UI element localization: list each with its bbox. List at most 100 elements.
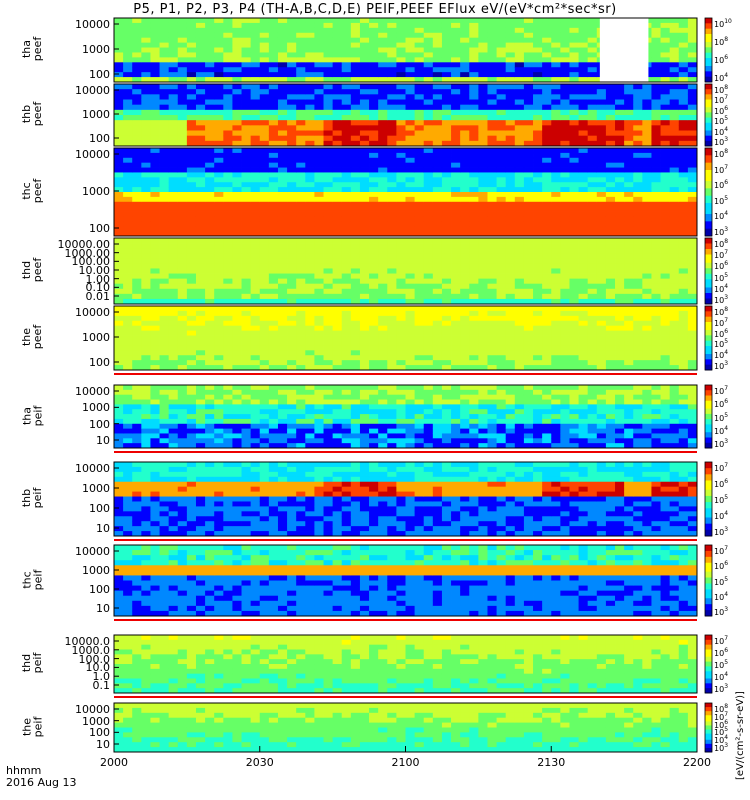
y-tick-label: 100 — [89, 68, 110, 81]
colorbar-tha_peef — [704, 17, 713, 83]
colorbar-tick-label: 107 — [714, 635, 729, 646]
colorbar-tick-label: 103 — [714, 606, 729, 617]
colorbar-tick-label: 104 — [714, 72, 729, 83]
colorbar-tick-label: 103 — [714, 226, 729, 237]
colorbar-tick-label: 106 — [714, 260, 729, 272]
spectrogram-panel-thc_peef — [113, 147, 698, 237]
colorbar-tick-label: 106 — [714, 179, 729, 191]
colorbar-tick-label: 107 — [714, 316, 729, 328]
colorbar-tick-label: 103 — [714, 742, 729, 753]
spectrogram-panel-tha_peef — [113, 17, 698, 83]
colorbar-units-label: [eV/(cm²-s-sr-eV)] — [735, 691, 746, 780]
colorbar-tick-label: 103 — [714, 360, 729, 371]
y-tick-label: 1000 — [82, 714, 110, 728]
colorbar-tick-label: 105 — [714, 338, 729, 350]
colorbar-tick-label: 103 — [714, 136, 729, 147]
spectrogram-panel-the_peif — [113, 702, 698, 753]
y-tick-label: 1000.0 — [71, 643, 111, 657]
colorbar-tick-label: 107 — [714, 710, 729, 722]
colorbar-tick-label: 106 — [714, 647, 729, 658]
colorbar-tick-label: 104 — [714, 590, 729, 602]
separator-red-line — [114, 696, 697, 698]
y-tick-label: 10000 — [75, 385, 110, 398]
colorbar-tick-label: 108 — [714, 306, 729, 317]
panel-label-tha_peif: tha peif — [20, 405, 44, 426]
colorbar-tick-label: 106 — [714, 478, 729, 489]
colorbar-tick-label: 104 — [714, 282, 729, 294]
panel-label-the_peef: the peef — [20, 324, 44, 350]
y-tick-label: 1000 — [82, 43, 110, 56]
y-tick-label: 10000 — [75, 84, 110, 97]
y-tick-label: 100 — [89, 417, 110, 431]
y-tick-label: 10000 — [75, 545, 110, 558]
colorbar-tick-label: 105 — [714, 271, 729, 283]
y-tick-label: 10000 — [75, 148, 110, 161]
y-tick-label: 1000 — [82, 108, 110, 121]
colorbar-tick-label: 104 — [714, 125, 729, 137]
x-tick-label: 2100 — [391, 756, 420, 769]
colorbar-tick-label: 106 — [714, 560, 729, 572]
colorbar-tick-label: 1010 — [714, 18, 732, 29]
y-tick-label: 1000 — [82, 564, 110, 577]
colorbar-tick-label: 107 — [714, 385, 729, 396]
y-tick-label: 1.00 — [85, 272, 111, 286]
y-tick-label: 1000 — [82, 185, 110, 198]
x-tick-label: 2130 — [537, 756, 566, 769]
colorbar-tick-label: 105 — [714, 411, 729, 423]
colorbar-tha_peif — [704, 384, 713, 449]
y-tick-label: 100 — [89, 222, 110, 235]
colorbar-tick-label: 104 — [714, 734, 729, 746]
colorbar-tick-label: 105 — [714, 494, 729, 505]
spectrogram-panel-thd_peef — [113, 237, 698, 305]
y-tick-label: 0.10 — [85, 281, 111, 295]
y-tick-label: 1000 — [82, 331, 110, 344]
colorbar-tick-label: 107 — [714, 163, 729, 175]
colorbar-tick-label: 105 — [714, 194, 729, 206]
colorbar-tick-label: 103 — [714, 526, 729, 537]
colorbar-tick-label: 108 — [714, 703, 729, 714]
y-tick-label: 10.00 — [78, 264, 111, 277]
colorbar-tick-label: 108 — [714, 148, 729, 159]
y-tick-label: 10 — [96, 602, 110, 615]
y-tick-label: 10 — [96, 522, 110, 535]
y-tick-label: 100 — [89, 132, 110, 145]
y-tick-label: 10 — [96, 434, 110, 447]
y-tick-label: 10 — [96, 738, 110, 751]
separator-red-line — [114, 373, 697, 375]
colorbar-tick-label: 108 — [714, 84, 729, 95]
panel-label-thd_peef: thd peef — [20, 257, 44, 283]
x-tick-label: 2030 — [245, 756, 274, 769]
colorbar-tick-label: 103 — [714, 438, 729, 449]
colorbar-tick-label: 107 — [714, 545, 729, 556]
colorbar-tick-label: 106 — [714, 398, 729, 410]
spectrogram-panel-thc_peif — [113, 544, 698, 617]
colorbar-tick-label: 103 — [714, 294, 729, 305]
y-tick-label: 10000 — [75, 462, 110, 475]
spectrogram-panel-thb_peif — [113, 461, 698, 537]
colorbar-tick-label: 106 — [714, 718, 729, 730]
colorbar-tick-label: 106 — [714, 104, 729, 116]
colorbar-thd_peef — [704, 237, 713, 305]
colorbar-tick-label: 105 — [714, 726, 729, 738]
y-tick-label: 1.0 — [92, 670, 111, 684]
y-tick-label: 10000 — [75, 18, 110, 31]
colorbar-tick-label: 107 — [714, 249, 729, 261]
panel-label-tha_peef: tha peef — [20, 36, 44, 62]
data-gap — [599, 18, 649, 82]
date-label: 2016 Aug 13 — [6, 776, 77, 789]
x-tick-label: 2200 — [683, 756, 711, 769]
colorbar-tick-label: 105 — [714, 659, 729, 670]
colorbar-tick-label: 105 — [714, 115, 729, 127]
y-tick-label: 100.0 — [78, 652, 111, 666]
y-tick-label: 100 — [89, 726, 110, 740]
colorbar-tick-label: 108 — [714, 36, 729, 47]
panel-label-thb_peif: thb peif — [20, 487, 44, 509]
colorbar-tick-label: 104 — [714, 510, 729, 521]
separator-red-line — [114, 539, 697, 541]
y-tick-label: 100 — [89, 502, 110, 515]
time-format-label: hhmm — [6, 764, 42, 777]
colorbar-tick-label: 104 — [714, 671, 729, 682]
panel-label-thb_peef: thb peef — [20, 101, 44, 127]
y-tick-label: 1000 — [82, 401, 110, 415]
